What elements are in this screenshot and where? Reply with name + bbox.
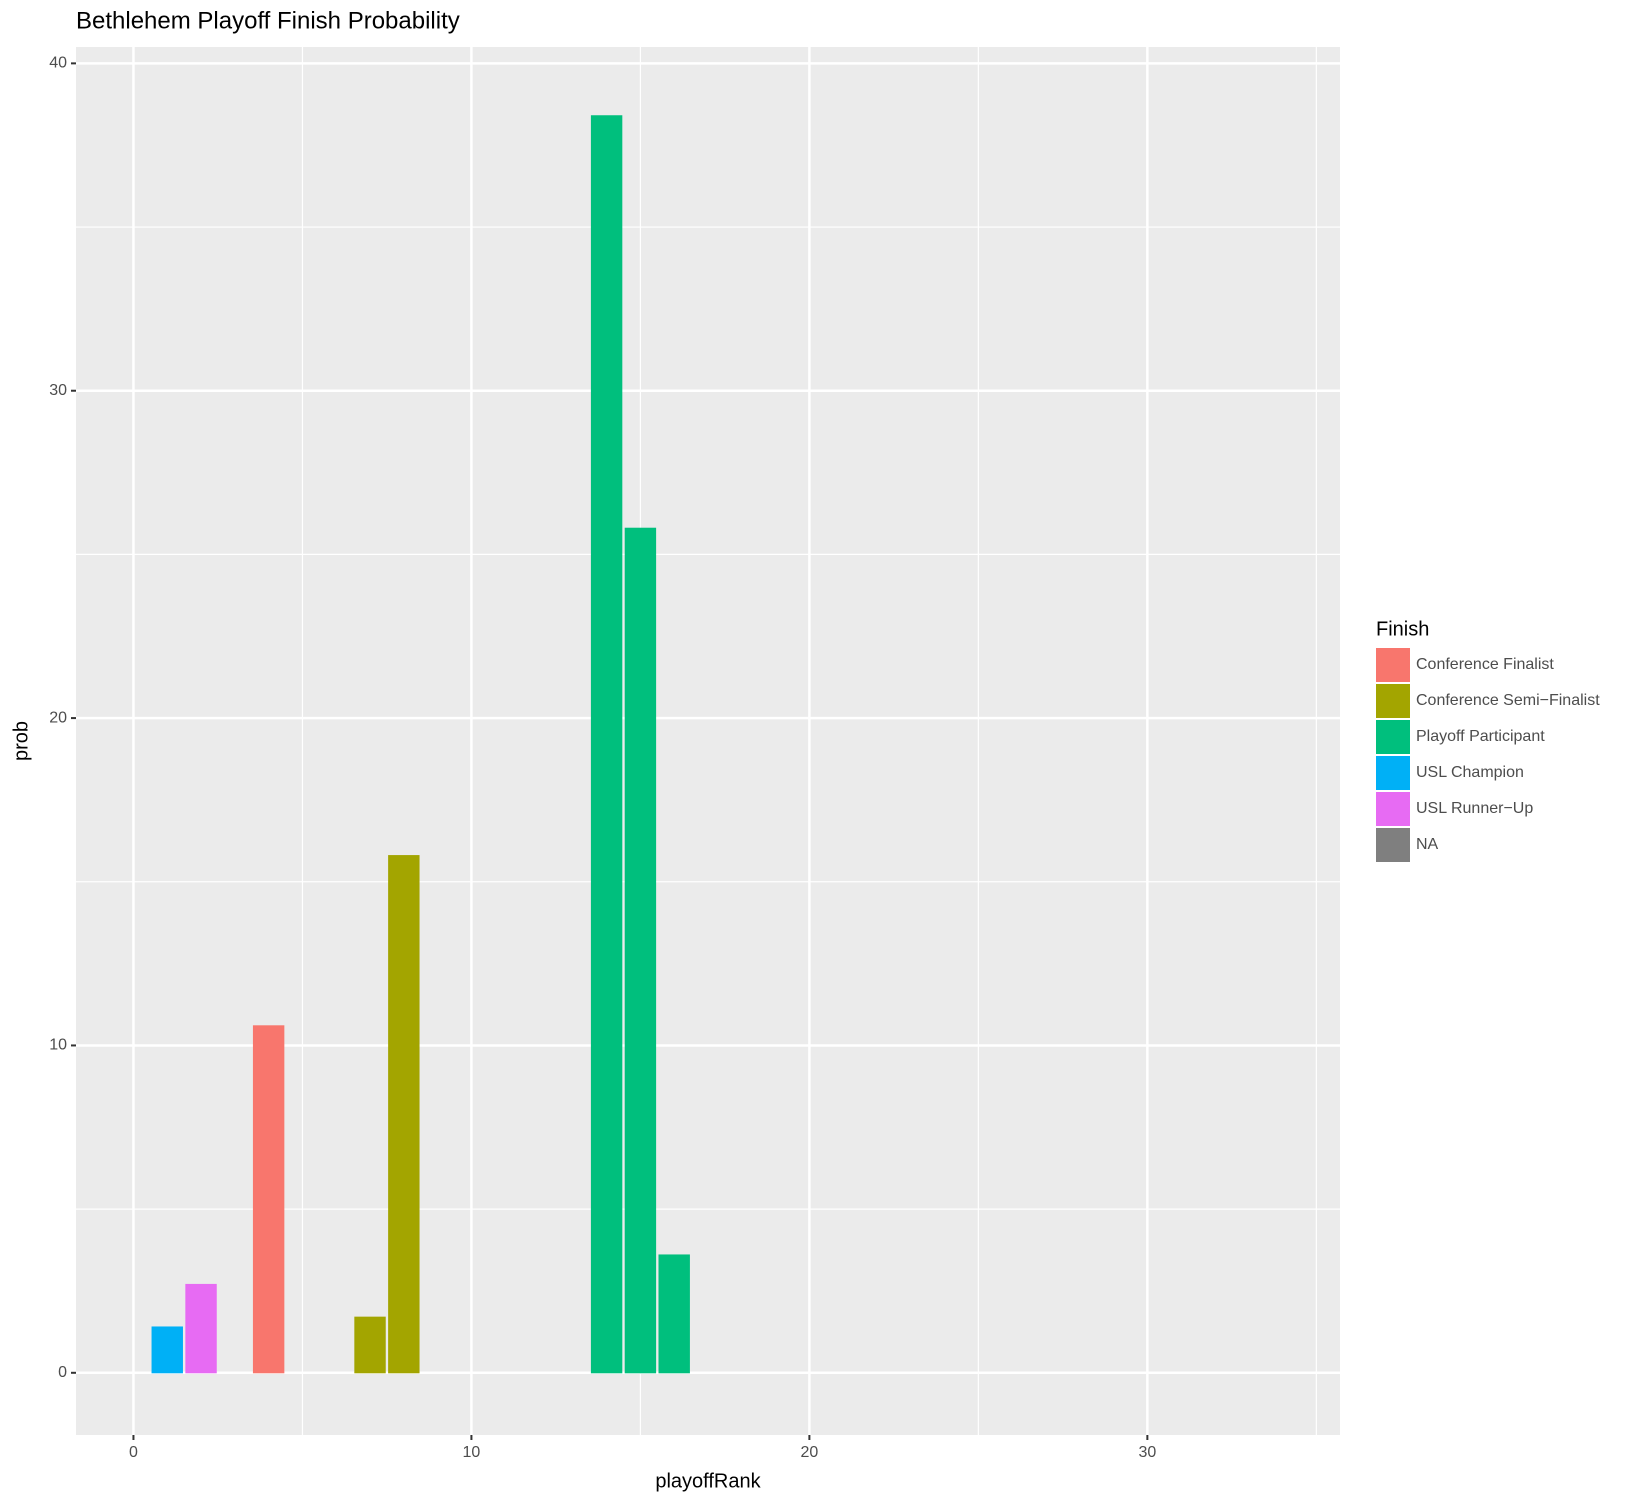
legend-swatch [1376,720,1410,754]
legend-swatch [1376,828,1410,862]
legend-swatch [1376,756,1410,790]
bar [624,527,657,1374]
chart-title: Bethlehem Playoff Finish Probability [76,7,460,34]
legend-label: USL Champion [1416,764,1524,781]
legend-title: Finish [1376,618,1429,640]
bar [185,1283,217,1374]
x-tick-label: 30 [1138,1444,1156,1461]
legend-swatch [1376,684,1410,718]
y-axis-title: prob [10,721,32,761]
legend-swatch [1376,792,1410,826]
y-tick-label: 40 [49,55,67,72]
x-axis-title: playoffRank [655,1470,761,1492]
x-tick-label: 0 [129,1444,138,1461]
legend-label: Playoff Participant [1416,728,1545,745]
y-tick-label: 10 [49,1037,67,1054]
bar [388,855,420,1374]
legend-label: Conference Finalist [1416,656,1554,673]
y-tick-label: 30 [49,382,67,399]
legend-label: Conference Semi−Finalist [1416,692,1600,709]
legend-swatch [1376,648,1410,682]
y-tick-label: 0 [58,1364,67,1381]
bar [590,115,623,1374]
x-tick-label: 20 [800,1444,818,1461]
x-tick-label: 10 [463,1444,481,1461]
bar [658,1254,690,1374]
legend-label: USL Runner−Up [1416,800,1533,817]
panel [76,47,1340,1435]
bar [354,1316,386,1374]
bar [151,1326,183,1374]
legend-label: NA [1416,836,1439,853]
y-tick-label: 20 [49,709,67,726]
bar [252,1025,285,1374]
